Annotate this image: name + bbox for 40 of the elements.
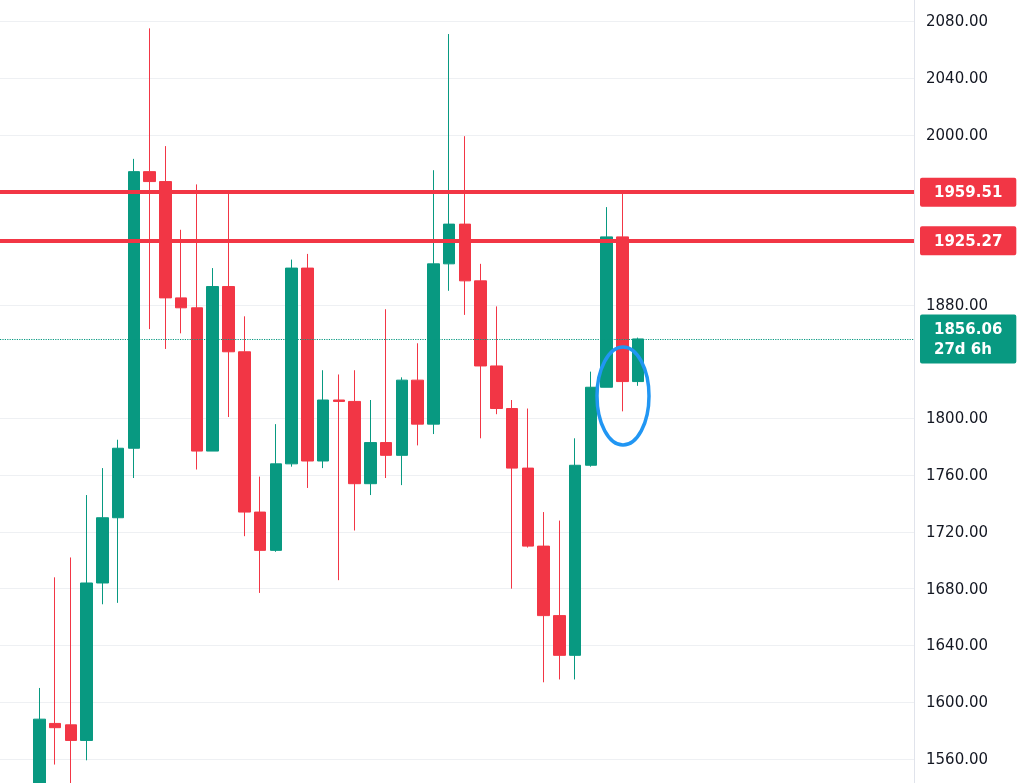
candlestick: [537, 511, 550, 683]
candlestick: [49, 576, 61, 766]
candlestick: [301, 253, 314, 489]
y-tick-label: 1720.00: [926, 522, 989, 541]
candlestick: [490, 305, 503, 415]
y-tick-label: 1560.00: [926, 749, 989, 768]
y-tick-label: 2040.00: [926, 69, 989, 88]
candlestick: [270, 423, 282, 553]
candlestick: [411, 342, 424, 446]
candlestick: [443, 33, 455, 292]
y-tick-label: 1880.00: [926, 295, 989, 314]
ref-line-label: 1959.51: [934, 183, 1003, 202]
y-tick-label: 2000.00: [926, 125, 989, 144]
y-tick-label: 2080.00: [926, 12, 989, 31]
candlestick: [112, 439, 124, 604]
y-tick-label: 1640.00: [926, 636, 989, 655]
candlestick: [380, 308, 392, 479]
ref-line-label: 1925.27: [934, 231, 1003, 250]
y-tick-label: 1760.00: [926, 466, 989, 485]
y-tick-label: 1600.00: [926, 693, 989, 712]
ref-line-label: 1856.06 27d 6h: [934, 319, 1003, 358]
candlestick: [506, 399, 518, 590]
y-tick-label: 1680.00: [926, 579, 989, 598]
y-tick-label: 1800.00: [926, 409, 989, 428]
candlestick: [65, 556, 77, 783]
candlestick: [238, 315, 251, 537]
candlestick: [80, 494, 93, 761]
candlestick: [96, 467, 109, 605]
candlestick: [585, 371, 597, 468]
candlestick: [569, 437, 581, 680]
candlestick: [553, 520, 566, 680]
candlestick: [348, 369, 361, 532]
candlestick: [33, 687, 46, 783]
candlestick: [317, 369, 329, 469]
candlestick: [474, 263, 487, 439]
candlestick: [364, 399, 377, 496]
candlestick: [254, 476, 266, 594]
candlestick: [333, 373, 345, 581]
candlestick: [396, 376, 408, 486]
candlestick: [522, 408, 534, 549]
